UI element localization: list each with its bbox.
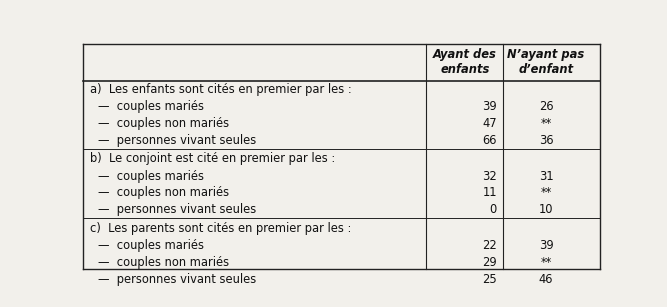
Text: —  couples mariés: — couples mariés <box>98 239 204 252</box>
Text: c)  Les parents sont cités en premier par les :: c) Les parents sont cités en premier par… <box>90 222 352 235</box>
Text: 25: 25 <box>482 273 497 286</box>
Text: —  personnes vivant seules: — personnes vivant seules <box>98 134 256 147</box>
Text: **: ** <box>540 117 552 130</box>
Text: —  couples non mariés: — couples non mariés <box>98 186 229 200</box>
Text: —  personnes vivant seules: — personnes vivant seules <box>98 203 256 216</box>
Text: **: ** <box>540 186 552 200</box>
Text: 39: 39 <box>539 239 554 252</box>
Text: Ayant des
enfants: Ayant des enfants <box>433 48 497 76</box>
Text: 47: 47 <box>482 117 497 130</box>
Text: —  couples non mariés: — couples non mariés <box>98 117 229 130</box>
Text: 11: 11 <box>482 186 497 200</box>
Text: 31: 31 <box>539 170 554 183</box>
Text: 0: 0 <box>490 203 497 216</box>
Text: 22: 22 <box>482 239 497 252</box>
Text: —  couples mariés: — couples mariés <box>98 100 204 113</box>
Text: **: ** <box>540 256 552 269</box>
Text: 36: 36 <box>539 134 554 147</box>
Text: 26: 26 <box>539 100 554 113</box>
Text: 39: 39 <box>482 100 497 113</box>
Text: 66: 66 <box>482 134 497 147</box>
Text: —  personnes vivant seules: — personnes vivant seules <box>98 273 256 286</box>
Text: a)  Les enfants sont cités en premier par les :: a) Les enfants sont cités en premier par… <box>90 83 352 96</box>
Text: N’ayant pas
d’enfant: N’ayant pas d’enfant <box>508 48 585 76</box>
Text: 10: 10 <box>539 203 553 216</box>
Text: b)  Le conjoint est cité en premier par les :: b) Le conjoint est cité en premier par l… <box>90 152 336 165</box>
Text: —  couples mariés: — couples mariés <box>98 170 204 183</box>
Text: 46: 46 <box>539 273 553 286</box>
Text: 29: 29 <box>482 256 497 269</box>
Text: 32: 32 <box>482 170 497 183</box>
Text: —  couples non mariés: — couples non mariés <box>98 256 229 269</box>
